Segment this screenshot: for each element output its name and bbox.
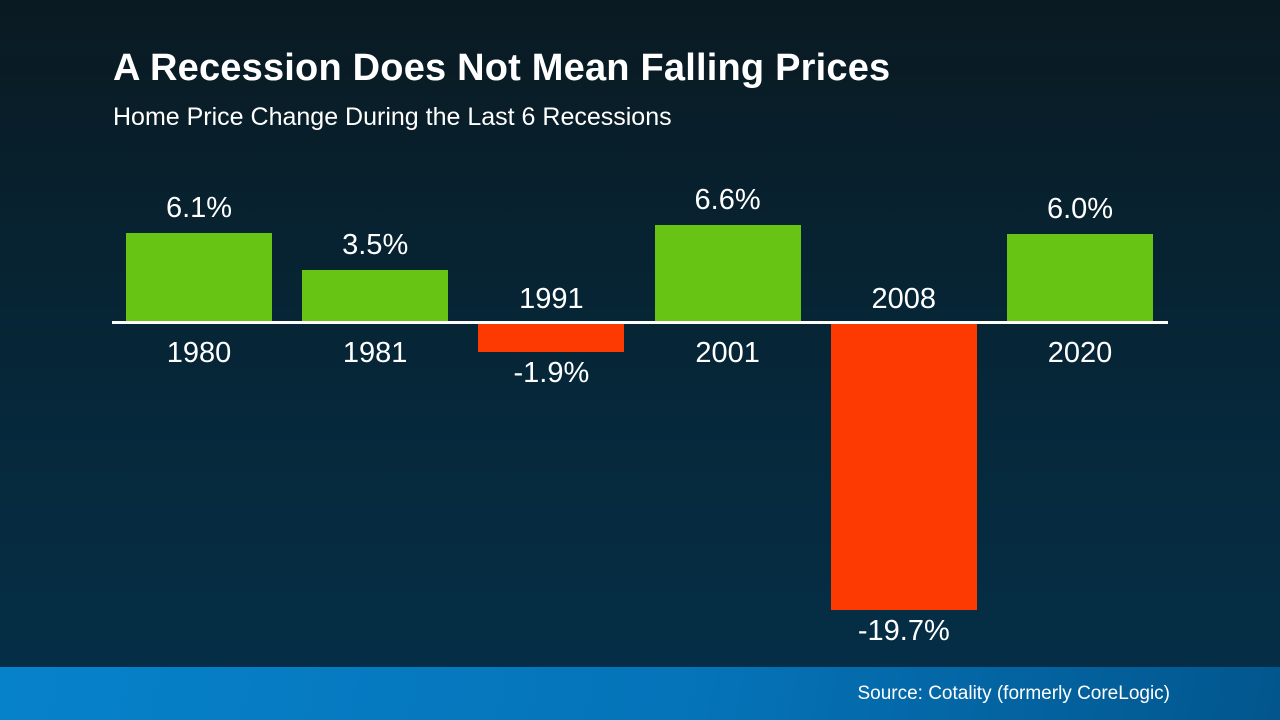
value-label-1991: -1.9% [513,356,590,389]
year-label-1981: 1981 [342,337,408,369]
year-label-2001: 2001 [695,337,760,369]
value-label-2008: -19.7% [857,614,950,647]
year-label-2020: 2020 [1047,337,1113,369]
value-label-2020: 6.0% [1046,193,1114,225]
year-label-1991: 1991 [519,283,584,315]
year-label-2008: 2008 [871,283,937,315]
page-subtitle: Home Price Change During the Last 6 Rece… [113,103,672,131]
bar-2020 [1007,234,1153,321]
value-label-2001: 6.6% [694,184,761,217]
value-label-1981: 3.5% [342,229,409,262]
value-label-1980: 6.1% [165,191,233,224]
axis-baseline [112,321,1168,324]
bar-2001 [654,225,801,321]
page-title: A Recession Does Not Mean Falling Prices [113,47,891,89]
bar-1980 [126,232,272,321]
source-text: Source: Cotality (formerly CoreLogic) [857,682,1170,704]
footer-bar: Source: Cotality (formerly CoreLogic) [0,667,1280,720]
year-label-1980: 1980 [166,337,232,369]
bar-1991 [478,324,625,352]
bar-1981 [302,270,449,321]
bar-2008 [830,324,977,610]
